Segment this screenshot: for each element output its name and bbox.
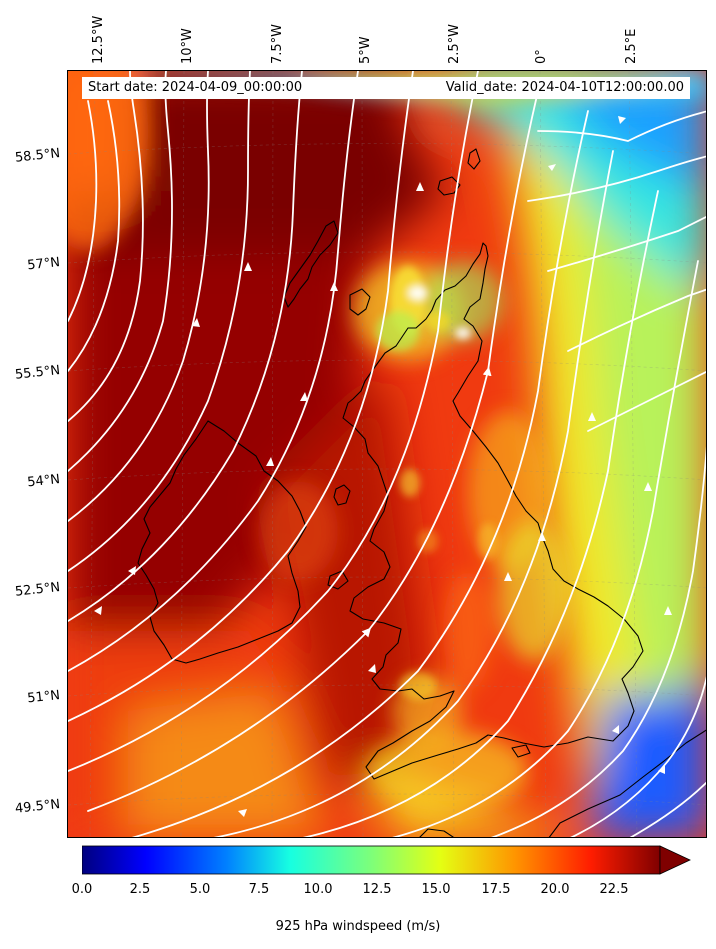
wind-map	[67, 70, 707, 838]
streamline	[537, 110, 706, 142]
wind-streamlines	[68, 71, 706, 837]
streamline-arrow	[612, 725, 619, 734]
colorbar-tick: 7.5	[248, 882, 270, 897]
coastline-brittany	[419, 828, 454, 837]
coastline-shetland-edge	[467, 148, 481, 170]
streamline	[68, 71, 210, 522]
streamline-arrow	[368, 664, 376, 673]
streamline	[547, 215, 706, 272]
streamline	[68, 71, 359, 672]
start-date-label: Start date: 2024-04-09_00:00:00	[88, 80, 303, 95]
streamline-arrow	[588, 412, 596, 421]
streamline-arrow	[192, 318, 200, 327]
lon-label-7-5w: 7.5°W	[270, 23, 285, 64]
streamline-arrow	[664, 606, 672, 615]
streamline-arrow	[330, 282, 338, 291]
lat-label-49-5n: 49.5°N	[14, 797, 61, 817]
coastline-outer-hebrides	[283, 220, 339, 308]
coastlines	[137, 148, 706, 837]
colorbar-tick: 15.0	[421, 882, 451, 897]
windspeed-colorbar	[82, 845, 691, 875]
streamline	[68, 100, 121, 372]
streamline	[302, 190, 659, 837]
lat-label-52-5n: 52.5°N	[14, 580, 61, 600]
coastline-anglesey	[327, 570, 349, 590]
coastline-france	[548, 729, 706, 837]
streamline-arrow	[618, 116, 626, 124]
streamline-arrow	[300, 392, 308, 401]
streamline	[490, 446, 706, 837]
lat-label-55-5n: 55.5°N	[14, 363, 61, 383]
date-info-box: Start date: 2024-04-09_00:00:00 Valid_da…	[82, 77, 690, 99]
colorbar-tick: 20.0	[540, 882, 570, 897]
streamline	[587, 370, 706, 432]
streamline	[68, 100, 98, 322]
colorbar-tick: 12.5	[362, 882, 392, 897]
streamline-arrow	[538, 532, 546, 541]
streamline	[68, 71, 173, 472]
colorbar-tick: 5.0	[189, 882, 211, 897]
valid-date-label: Valid_date: 2024-04-10T12:00:00.00	[445, 80, 684, 95]
streamline	[131, 110, 589, 837]
lon-label-12-5w: 12.5°W	[91, 15, 106, 64]
lat-label-58-5n: 58.5°N	[14, 146, 61, 166]
colorbar-gradient	[82, 845, 661, 875]
colorbar-tick: 0.0	[71, 882, 93, 897]
streamline	[213, 150, 614, 837]
lat-label-57n: 57°N	[26, 255, 61, 274]
colorbar-tick: 10.0	[303, 882, 333, 897]
coastline-skye	[349, 288, 371, 316]
streamline-arrow	[128, 566, 136, 575]
lon-label-2-5e: 2.5°E	[624, 28, 639, 64]
lon-label-5w: 5°W	[358, 36, 373, 64]
lon-label-2-5w: 2.5°W	[447, 23, 462, 64]
streamline	[68, 71, 303, 622]
lon-label-10w: 10°W	[180, 28, 195, 64]
streamline-arrow	[416, 182, 424, 191]
coastline-ireland	[137, 420, 307, 664]
streamline	[629, 781, 706, 837]
streamline	[68, 71, 251, 572]
streamline-arrow	[266, 457, 274, 466]
lat-label-54n: 54°N	[26, 472, 61, 491]
coastline-great-britain	[342, 242, 644, 780]
streamline-arrows	[94, 116, 672, 817]
streamline	[567, 288, 706, 352]
streamline-arrow	[244, 262, 252, 271]
streamline-arrow	[94, 606, 102, 615]
streamline	[527, 155, 706, 202]
colorbar-title: 925 hPa windspeed (m/s)	[275, 919, 441, 934]
streamline-arrow	[658, 765, 665, 774]
colorbar-tick: 17.5	[481, 882, 511, 897]
streamline	[87, 90, 539, 812]
wind-map-svg	[68, 71, 706, 837]
lon-label-0: 0°	[534, 49, 549, 64]
streamline-arrow	[238, 809, 247, 817]
streamline-arrow	[548, 164, 556, 171]
streamline	[391, 260, 699, 837]
colorbar-extend-arrow	[659, 845, 691, 875]
streamline	[68, 71, 479, 772]
streamline-arrow	[504, 572, 512, 581]
colorbar-tick: 2.5	[129, 882, 151, 897]
streamline	[68, 71, 414, 722]
streamline-arrow	[644, 482, 652, 491]
streamline	[570, 675, 706, 837]
coastline-orkney	[437, 176, 461, 196]
coastline-isle-of-wight	[511, 744, 531, 758]
colorbar-tick: 22.5	[599, 882, 629, 897]
lat-label-51n: 51°N	[26, 688, 61, 707]
coastline-isle-of-man	[333, 484, 351, 506]
